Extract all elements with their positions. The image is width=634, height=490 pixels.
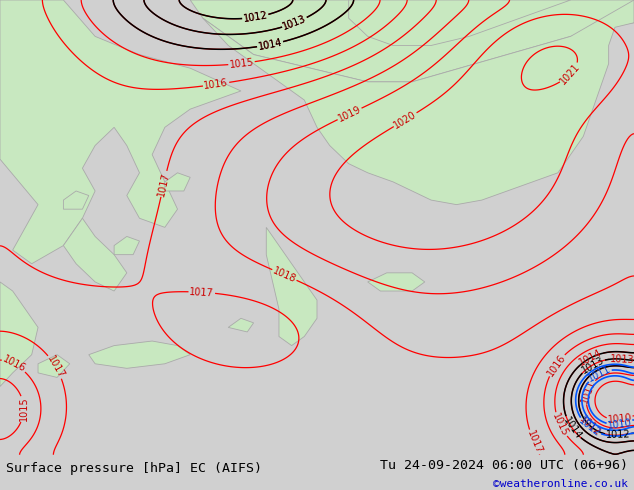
Text: 1017: 1017 [45,354,66,380]
Text: 1017: 1017 [156,171,171,197]
Polygon shape [0,0,241,264]
Text: 1021: 1021 [559,61,583,86]
Text: 1012: 1012 [242,10,268,24]
Text: 1019: 1019 [337,104,363,123]
Text: ©weatheronline.co.uk: ©weatheronline.co.uk [493,479,628,489]
Text: 1012: 1012 [578,415,603,438]
Polygon shape [266,227,317,345]
Polygon shape [349,0,571,46]
Text: 1010: 1010 [607,417,633,431]
Polygon shape [63,218,127,291]
Polygon shape [228,318,254,332]
Text: 1014: 1014 [257,37,283,52]
Polygon shape [203,0,634,205]
Text: 1020: 1020 [392,109,418,130]
Text: 1016: 1016 [545,352,567,378]
Text: 1013: 1013 [579,354,606,375]
Polygon shape [63,191,89,209]
Polygon shape [114,237,139,255]
Text: 1017: 1017 [189,287,214,298]
Text: Surface pressure [hPa] EC (AIFS): Surface pressure [hPa] EC (AIFS) [6,463,262,475]
Text: 1011: 1011 [579,378,597,405]
Text: 1015: 1015 [18,397,29,421]
Text: 1016: 1016 [1,354,27,374]
Text: 1014: 1014 [257,37,283,52]
Text: Tu 24-09-2024 06:00 UTC (06+96): Tu 24-09-2024 06:00 UTC (06+96) [380,459,628,472]
Text: 1011: 1011 [586,364,612,384]
Text: 1018: 1018 [271,266,297,284]
Text: 1015: 1015 [229,57,254,70]
Text: 1013: 1013 [281,14,308,32]
Text: 1015: 1015 [550,412,570,438]
Text: 1014: 1014 [578,348,604,368]
Text: 1014: 1014 [561,415,583,441]
Text: 1010: 1010 [607,413,632,425]
Text: 1016: 1016 [204,77,229,91]
Text: 1012: 1012 [242,10,268,24]
Text: 1013: 1013 [281,14,308,32]
Polygon shape [38,355,70,377]
Text: 1013: 1013 [610,354,634,365]
Polygon shape [165,173,190,191]
Polygon shape [190,0,634,82]
Text: 1012: 1012 [605,430,631,441]
Text: 1017: 1017 [525,429,544,455]
Polygon shape [0,282,38,387]
Polygon shape [89,341,190,368]
Text: 1012: 1012 [577,416,602,439]
Polygon shape [368,273,425,291]
